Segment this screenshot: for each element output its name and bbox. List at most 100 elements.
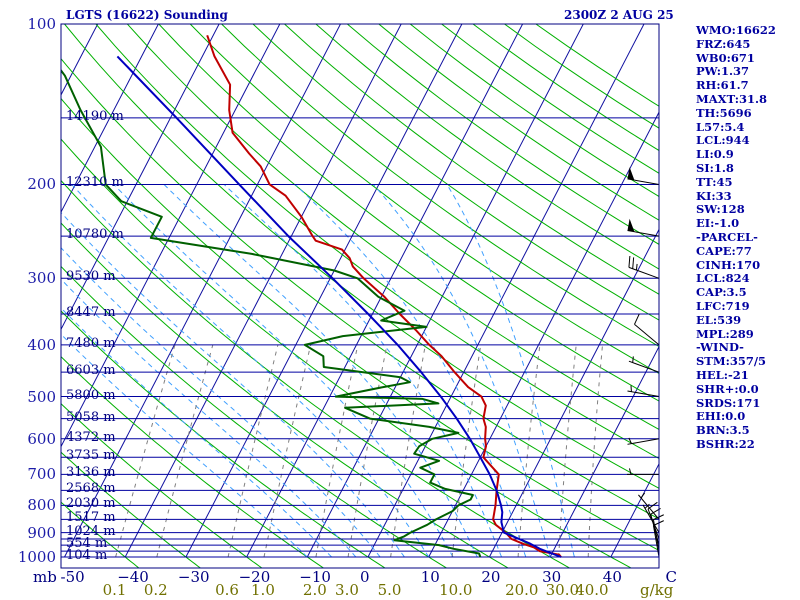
height-label: 6603 m [66,363,116,379]
temperature-tick-label: −40 [117,568,149,586]
index-entry: LCL:824 [696,271,750,286]
height-label: 3735 m [66,448,116,464]
isotherm-line [61,24,220,331]
mixing-ratio-line [315,344,359,558]
index-entry: FRZ:645 [696,36,751,51]
index-entry: CAP:3.5 [696,285,747,300]
mixing-ratio-label: 0.6 [215,581,239,599]
height-label: 9530 m [66,269,116,285]
temperature-tick-label: 10 [420,568,440,586]
wind-barb-half-feather [635,263,638,271]
wind-barb-staff [627,438,660,445]
index-entry: LCL:944 [696,133,750,148]
temperature-tick-label: 30 [542,568,562,586]
height-label: 104 m [66,548,108,563]
height-label: 7480 m [66,335,116,351]
index-entry: WMO:16622 [696,23,776,37]
wind-barb-half-feather [644,503,650,509]
index-entry: -PARCEL- [696,229,758,244]
wind-barb-feather [632,257,635,269]
temperature-profile-line [206,34,562,558]
wind-barb [627,385,660,398]
mixing-ratio-label: 2.0 [302,581,327,599]
plot-frame [60,23,660,569]
mixing-ratio-label: 0.2 [143,581,168,599]
moist-adiabat-line [71,184,430,558]
moist-adiabat-line [61,333,308,558]
chart-title: LGTS (16622) Sounding [66,8,228,22]
index-entry: KI:33 [696,188,732,203]
isotherm-line [185,24,463,558]
wind-barb [628,255,660,279]
index-entry: BRN:3.5 [696,423,750,438]
index-entry: EI:-1.0 [696,216,740,231]
wind-barbs [627,167,664,558]
index-entry: WB0:671 [696,50,755,65]
wind-barb [627,218,660,237]
temperature-tick-label: 40 [602,568,622,586]
index-entry: SI:1.8 [696,160,734,175]
wind-barb-staff [642,504,660,533]
background-grid [0,0,659,568]
temperature-tick-label: 0 [360,568,370,586]
index-entry: TT:45 [696,174,733,189]
wind-barb-half-feather [628,437,632,444]
wind-barb-staff [652,525,660,558]
pressure-axis-label: mb [33,568,57,586]
wind-barb-half-feather [640,492,646,499]
pressure-tick-label: 800 [27,496,56,515]
dry-adiabat-line [61,501,140,568]
index-entry: SRDS:171 [696,395,761,410]
height-label: 1024 m [66,523,116,539]
wind-barb [627,468,659,475]
index-entry: TH:5696 [696,105,752,120]
height-label: 10780 m [66,227,124,243]
index-entry: SW:128 [696,202,745,217]
dry-adiabat-line [61,355,325,568]
pressure-tick-label: 500 [27,387,56,406]
wind-barb-pennant [627,167,635,181]
pressure-tick-label: 400 [27,335,56,354]
temperature-tick-label: −20 [238,568,271,586]
index-entry: STM:357/5 [696,354,767,369]
wind-barb-staff [628,266,660,279]
wind-barb-pennant [627,218,635,232]
pressure-tick-label: 700 [27,465,56,484]
height-label: 12310 m [66,175,124,191]
wind-barb [642,503,660,533]
index-entry: RH:61.7 [696,78,749,93]
stability-indices-panel: WMO:16622 FRZ:645 WB0:671 PW:1.37 RH:61.7 MAX… [696,23,776,452]
wind-barb-half-feather [629,468,632,475]
isotherm-line [0,0,3,557]
pressure-tick-label: 1000 [17,548,56,566]
pressure-tick-label: 300 [27,269,56,288]
pressure-tick-label: 600 [27,429,56,448]
height-label: 1517 m [66,510,116,526]
index-entry: SHR+:0.0 [696,381,759,396]
isotherm-line [428,111,659,558]
wind-barb-feather [628,255,631,268]
height-label: 2568 m [66,481,116,497]
wind-barb [638,492,660,520]
height-label: 554 m [66,536,108,552]
index-entry: -WIND- [696,340,744,355]
index-entry: L57:5.4 [696,119,745,134]
index-entry: LI:0.9 [696,147,734,162]
wind-barb [634,313,660,346]
temperature-tick-label: 20 [481,568,501,586]
wind-barb-staff [634,323,660,346]
height-label: 5058 m [66,409,116,425]
temperature-tick-label: −10 [299,568,331,586]
temperature-tick-label: -50 [60,568,85,586]
index-entry: HEL:-21 [696,367,749,382]
mixing-ratio-label: 30.0 [545,581,580,599]
index-entry: MPL:289 [696,326,754,341]
dewpoint-profile-line [61,68,482,558]
dry-adiabat-line [61,265,448,568]
moist-adiabat-line [223,184,502,558]
mixing-ratio-label: 40.0 [575,581,609,599]
wind-barb-feather [634,313,640,325]
index-entry: LFC:719 [696,298,750,313]
index-entry: CAPE:77 [696,243,752,258]
